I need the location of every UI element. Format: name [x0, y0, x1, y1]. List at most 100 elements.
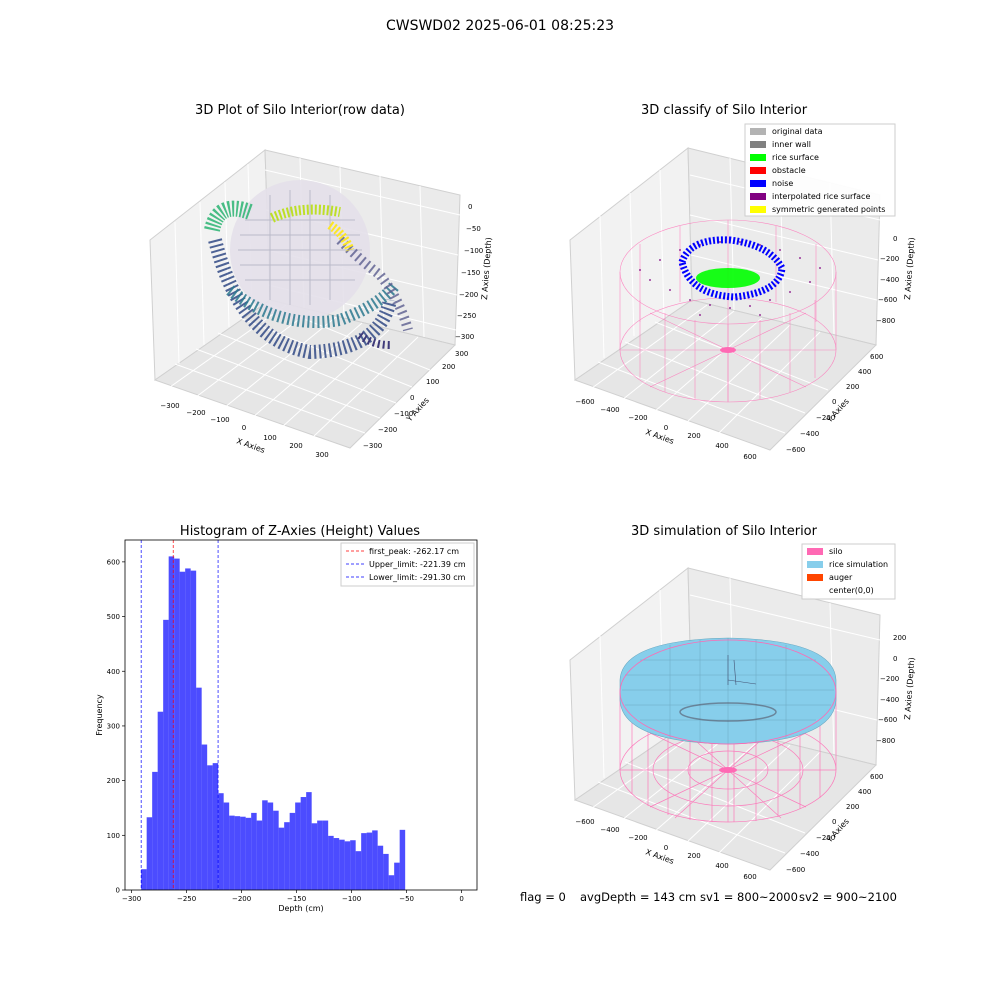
histogram-title: Histogram of Z-Axies (Height) Values [179, 524, 421, 539]
svg-text:−200: −200 [628, 834, 647, 842]
sv1-text: sv1 = 800~2000 [700, 890, 798, 904]
legend-label: noise [772, 179, 793, 188]
histogram-bar [234, 816, 241, 890]
svg-text:−50: −50 [466, 225, 481, 233]
histogram-bar [157, 711, 164, 890]
svg-text:−600: −600 [786, 446, 805, 454]
legend-label: center(0,0) [829, 586, 874, 595]
histogram-bar [284, 822, 290, 890]
svg-text:−400: −400 [880, 696, 899, 704]
histogram-bar [190, 570, 197, 890]
histogram-bar [355, 851, 362, 890]
y-tick-label: 600 [107, 558, 120, 566]
svg-text:−300: −300 [455, 333, 474, 341]
classify-noise-ring [678, 236, 786, 353]
x-tick-label: −300 [122, 895, 141, 903]
svg-text:−150: −150 [461, 269, 480, 277]
histogram-bar [328, 835, 334, 890]
classify-z-ticks: 0 −200 −400 −600 −800 [876, 235, 899, 325]
svg-text:−200: −200 [880, 255, 899, 263]
svg-text:−300: −300 [363, 442, 382, 450]
histogram-reference-lines [140, 540, 219, 890]
histogram-bar [339, 839, 345, 890]
histogram-bar [262, 800, 268, 890]
histogram-bar [317, 820, 323, 890]
histogram-bar [267, 802, 274, 890]
histogram-bar [218, 793, 224, 890]
svg-text:200: 200 [289, 442, 302, 450]
raw-panel-title: 3D Plot of Silo Interior(row data) [195, 103, 405, 118]
svg-text:−600: −600 [878, 716, 897, 724]
legend-label: symmetric generated points [772, 205, 885, 214]
simulation-y-ticks: −600 −400 −200 0 200 400 600 [786, 773, 883, 874]
simulation-z-ticks: 200 0 −200 −400 −600 −800 [876, 634, 906, 745]
histogram-bar [311, 823, 318, 890]
legend-label: rice surface [772, 153, 819, 162]
classify-x-ticks: −600 −400 −200 0 200 400 600 [575, 398, 756, 461]
histogram-bar [207, 765, 213, 890]
histogram-bar [273, 810, 279, 890]
svg-text:0: 0 [832, 398, 836, 406]
svg-text:−600: −600 [575, 818, 594, 826]
svg-text:600: 600 [743, 453, 756, 461]
x-tick-label: 0 [459, 895, 463, 903]
svg-text:0: 0 [893, 655, 897, 663]
svg-text:400: 400 [715, 442, 728, 450]
y-tick-label: 500 [107, 613, 120, 621]
histogram-x-ticks: −300 −250 −200 −150 −100 −50 0 [122, 890, 464, 903]
x-tick-label: −150 [287, 895, 306, 903]
histogram-legend: first_peak: -262.17 cm Upper_limit: -221.… [340, 542, 475, 587]
histogram-bar [383, 853, 389, 890]
svg-text:−100: −100 [394, 410, 413, 418]
y-tick-label: 100 [107, 832, 120, 840]
svg-text:600: 600 [743, 873, 756, 881]
svg-text:100: 100 [263, 434, 276, 442]
svg-text:200: 200 [687, 852, 700, 860]
legend-swatch [750, 128, 766, 135]
svg-text:0: 0 [468, 203, 472, 211]
histogram-bar [146, 817, 153, 890]
avg-depth-text: avgDepth = 143 cm [580, 890, 697, 904]
sv2-text: sv2 = 900~2100 [799, 890, 897, 904]
histogram-bar [240, 816, 246, 890]
histogram-bar [174, 558, 180, 890]
legend-label: inner wall [772, 140, 811, 149]
legend-label: Lower_limit: -291.30 cm [369, 573, 466, 582]
x-tick-label: −100 [342, 895, 361, 903]
svg-text:0: 0 [832, 818, 836, 826]
x-tick-label: −200 [232, 895, 251, 903]
simulation-y-label: Y Axies [824, 817, 851, 845]
histogram-bar [289, 812, 296, 890]
histogram-bar [251, 812, 257, 890]
svg-text:−400: −400 [600, 826, 619, 834]
histogram-bars [141, 556, 406, 890]
svg-text:400: 400 [858, 368, 871, 376]
histogram-bar [196, 687, 202, 890]
legend-swatch [807, 548, 823, 555]
svg-text:−800: −800 [876, 737, 895, 745]
simulation-panel-title: 3D simulation of Silo Interior [631, 524, 817, 539]
y-tick-label: 400 [107, 668, 120, 676]
legend-label: Upper_limit: -221.39 cm [369, 560, 466, 569]
legend-swatch [807, 561, 823, 568]
classify-interpolated-grid [639, 241, 821, 316]
histogram-bar [322, 820, 329, 890]
classify-legend: original data inner wall rice surface obsta… [744, 123, 896, 217]
svg-text:0: 0 [664, 424, 668, 432]
histogram-bar [344, 841, 351, 890]
svg-text:−200: −200 [378, 426, 397, 434]
svg-text:200: 200 [846, 383, 859, 391]
histogram-bar [350, 840, 356, 890]
svg-text:−600: −600 [878, 296, 897, 304]
svg-text:0: 0 [664, 844, 668, 852]
simulation-x-label: X Axies [644, 847, 675, 866]
histogram-bar [300, 797, 307, 890]
histogram-bar [361, 833, 367, 890]
svg-text:0: 0 [410, 394, 414, 402]
histogram-bar [141, 869, 147, 890]
legend-label: original data [772, 127, 823, 136]
svg-text:−800: −800 [876, 317, 895, 325]
